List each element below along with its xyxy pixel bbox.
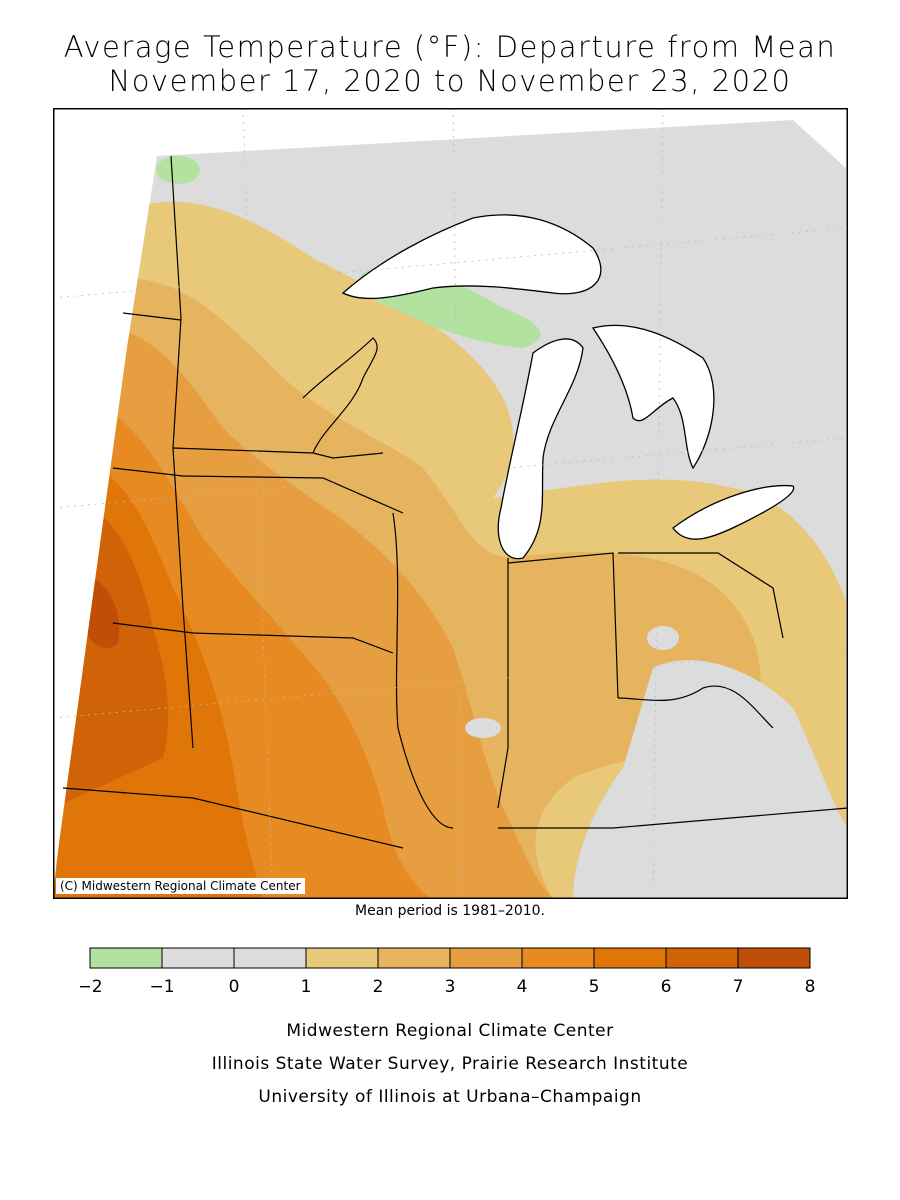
- map-title: Average Temperature (°F): Departure from…: [63, 30, 837, 64]
- legend-tick-label: 6: [661, 977, 672, 997]
- graticule-line: [53, 227, 848, 299]
- border-wi-mn: [302, 337, 378, 454]
- legend-swatch: [449, 947, 523, 969]
- legend-swatch: [233, 947, 307, 969]
- great-lakes: [341, 214, 795, 560]
- lake-michigan: [497, 338, 584, 560]
- border-in-oh: [507, 552, 619, 699]
- contour-neg2-north: [156, 156, 200, 184]
- border-ohio-river: [617, 685, 774, 729]
- credit-line-3: University of Illinois at Urbana–Champai…: [258, 1087, 642, 1107]
- state-borders: [62, 155, 848, 849]
- border-ok-ar: [62, 787, 404, 849]
- legend-tick-label: 0: [229, 977, 240, 997]
- legend-tick-label: 1: [301, 977, 312, 997]
- legend-swatch: [665, 947, 739, 969]
- legend-tick-label: 4: [517, 977, 528, 997]
- legend-tick-label: 7: [733, 977, 744, 997]
- legend-tick-label: −1: [149, 977, 174, 997]
- legend-swatch: [377, 947, 451, 969]
- graticule-line: [53, 647, 848, 719]
- border-mo-north: [112, 622, 394, 654]
- border-ky-tn: [498, 807, 848, 829]
- map-date-range: November 17, 2020 to November 23, 2020: [108, 64, 792, 98]
- graticule-line: [242, 108, 274, 899]
- contour-zero-ohio-valley: [573, 660, 846, 899]
- graticule-line: [452, 108, 464, 899]
- legend-tick-label: 2: [373, 977, 384, 997]
- lake-superior: [341, 214, 602, 300]
- border-ia-north: [112, 467, 404, 514]
- copyright-label: (C) Midwestern Regional Climate Center: [56, 878, 305, 894]
- lake-huron: [591, 324, 715, 470]
- map-frame: [53, 108, 848, 899]
- legend-tick-label: −2: [80, 977, 103, 997]
- graticule-line: [53, 437, 848, 509]
- border-mn-ia: [172, 447, 384, 459]
- contour-zero-illinois: [465, 718, 501, 738]
- legend-swatch: [593, 947, 667, 969]
- contour-zero-indiana: [647, 626, 679, 650]
- legend-swatch: [305, 947, 379, 969]
- credit-line-1: Midwestern Regional Climate Center: [286, 1021, 614, 1041]
- legend-swatch: [89, 947, 163, 969]
- legend-tick-label: 5: [589, 977, 600, 997]
- legend-tick-label: 3: [445, 977, 456, 997]
- temperature-departure-map: [53, 108, 848, 899]
- lake-erie: [672, 484, 795, 540]
- border-il-west: [392, 512, 454, 829]
- graticule: [53, 108, 848, 899]
- border-il-in: [497, 558, 509, 809]
- legend-swatch: [737, 947, 811, 969]
- credit-line-2: Illinois State Water Survey, Prairie Res…: [211, 1054, 689, 1074]
- legend-tick-label: 8: [805, 977, 816, 997]
- border-oh-pa: [618, 552, 784, 639]
- legend-swatch: [521, 947, 595, 969]
- legend-swatch: [161, 947, 235, 969]
- mean-period-note: Mean period is 1981–2010.: [355, 903, 545, 919]
- border-nd-sd: [122, 312, 182, 321]
- graticule-line: [652, 108, 664, 899]
- color-legend: −2 −1 0 1 2 3 4 5 6 7 8: [80, 947, 816, 997]
